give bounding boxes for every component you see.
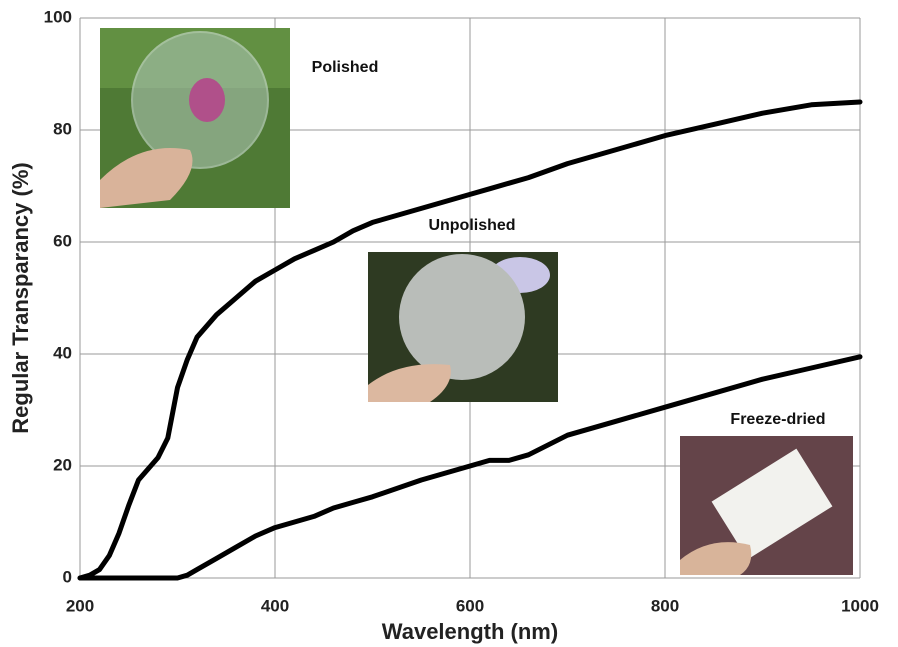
annotation: Unpolished xyxy=(428,217,515,234)
x-tick-label: 1000 xyxy=(841,596,879,615)
annotation: Freeze-dried xyxy=(730,411,825,428)
x-tick-label: 800 xyxy=(651,596,679,615)
photo-flower xyxy=(189,78,225,122)
chart: Polished Unpolished Freeze-dried Wavelen… xyxy=(0,0,898,647)
x-tick-label: 400 xyxy=(261,596,289,615)
y-axis-title: Regular Transparancy (%) xyxy=(8,162,33,433)
x-tick-label: 200 xyxy=(66,596,94,615)
y-tick-label: 80 xyxy=(53,119,72,138)
y-tick-label: 40 xyxy=(53,343,72,362)
photo-disc xyxy=(399,254,525,380)
y-tick-label: 0 xyxy=(63,567,72,586)
y-tick-label: 100 xyxy=(44,7,72,26)
annotation: Polished xyxy=(312,59,379,76)
y-tick-label: 60 xyxy=(53,231,72,250)
photo-freeze-dried xyxy=(680,436,853,575)
y-tick-label: 20 xyxy=(53,455,72,474)
photo-polished xyxy=(100,28,290,208)
x-tick-label: 600 xyxy=(456,596,484,615)
photo-unpolished xyxy=(368,252,558,402)
x-axis-title: Wavelength (nm) xyxy=(382,619,558,644)
